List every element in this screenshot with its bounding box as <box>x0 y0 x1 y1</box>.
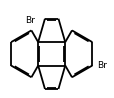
Text: Br: Br <box>97 61 107 70</box>
Text: Br: Br <box>25 16 35 25</box>
